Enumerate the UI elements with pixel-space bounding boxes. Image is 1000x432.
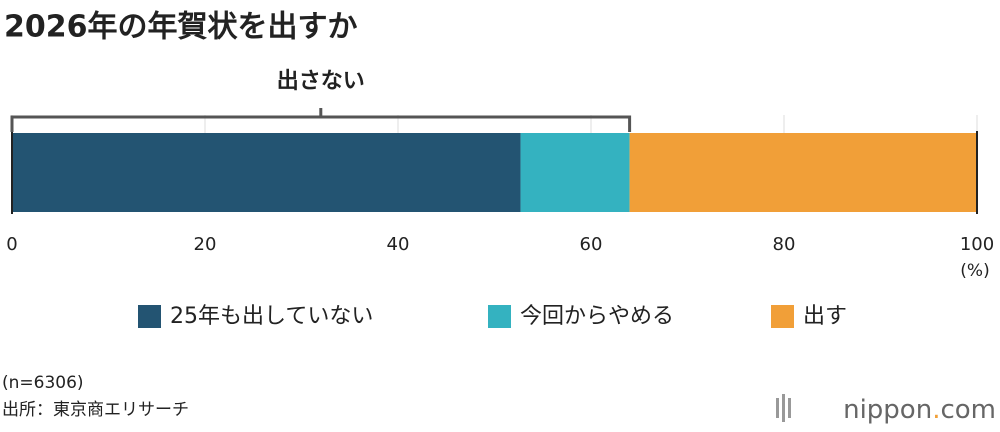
x-tick-label: 60	[580, 234, 603, 255]
x-tick-label: 80	[773, 234, 796, 255]
legend-label: 今回からやめる	[520, 304, 674, 329]
legend-label: 25年も出していない	[170, 304, 373, 329]
logo-part: .	[932, 395, 940, 425]
bar-segment	[12, 133, 521, 212]
x-unit: (%)	[960, 261, 989, 281]
logo: nippon.com	[843, 395, 996, 425]
legend-swatch	[488, 305, 511, 328]
legend-swatch	[138, 305, 161, 328]
x-tick-label: 100	[960, 234, 994, 255]
x-tick-label: 20	[194, 234, 217, 255]
note: (n=6306)	[2, 373, 84, 393]
legend-label: 出す	[803, 304, 847, 329]
bar-segment	[629, 133, 977, 212]
bar-segment	[520, 133, 630, 212]
source: 出所：東京商エリサーチ	[2, 400, 189, 420]
logo-part: com	[940, 395, 996, 425]
chart-title: 2026年の年賀状を出すか	[4, 10, 358, 45]
bracket	[10, 108, 632, 132]
x-tick-label: 0	[6, 234, 17, 255]
logo-part: nippon	[843, 395, 932, 425]
legend-swatch	[771, 305, 794, 328]
x-tick-label: 40	[387, 234, 410, 255]
bracket-label: 出さない	[277, 69, 365, 94]
logo-mark	[776, 394, 791, 422]
